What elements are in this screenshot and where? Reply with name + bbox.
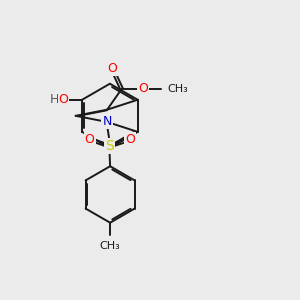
- Text: CH₃: CH₃: [100, 242, 121, 251]
- Text: O: O: [138, 82, 148, 95]
- Text: O: O: [108, 61, 118, 75]
- Text: CH₃: CH₃: [168, 84, 188, 94]
- Text: O: O: [125, 133, 135, 146]
- Text: O: O: [85, 133, 94, 146]
- Text: N: N: [103, 116, 112, 128]
- Text: H: H: [50, 93, 59, 106]
- Text: O: O: [58, 93, 68, 106]
- Text: S: S: [105, 139, 114, 153]
